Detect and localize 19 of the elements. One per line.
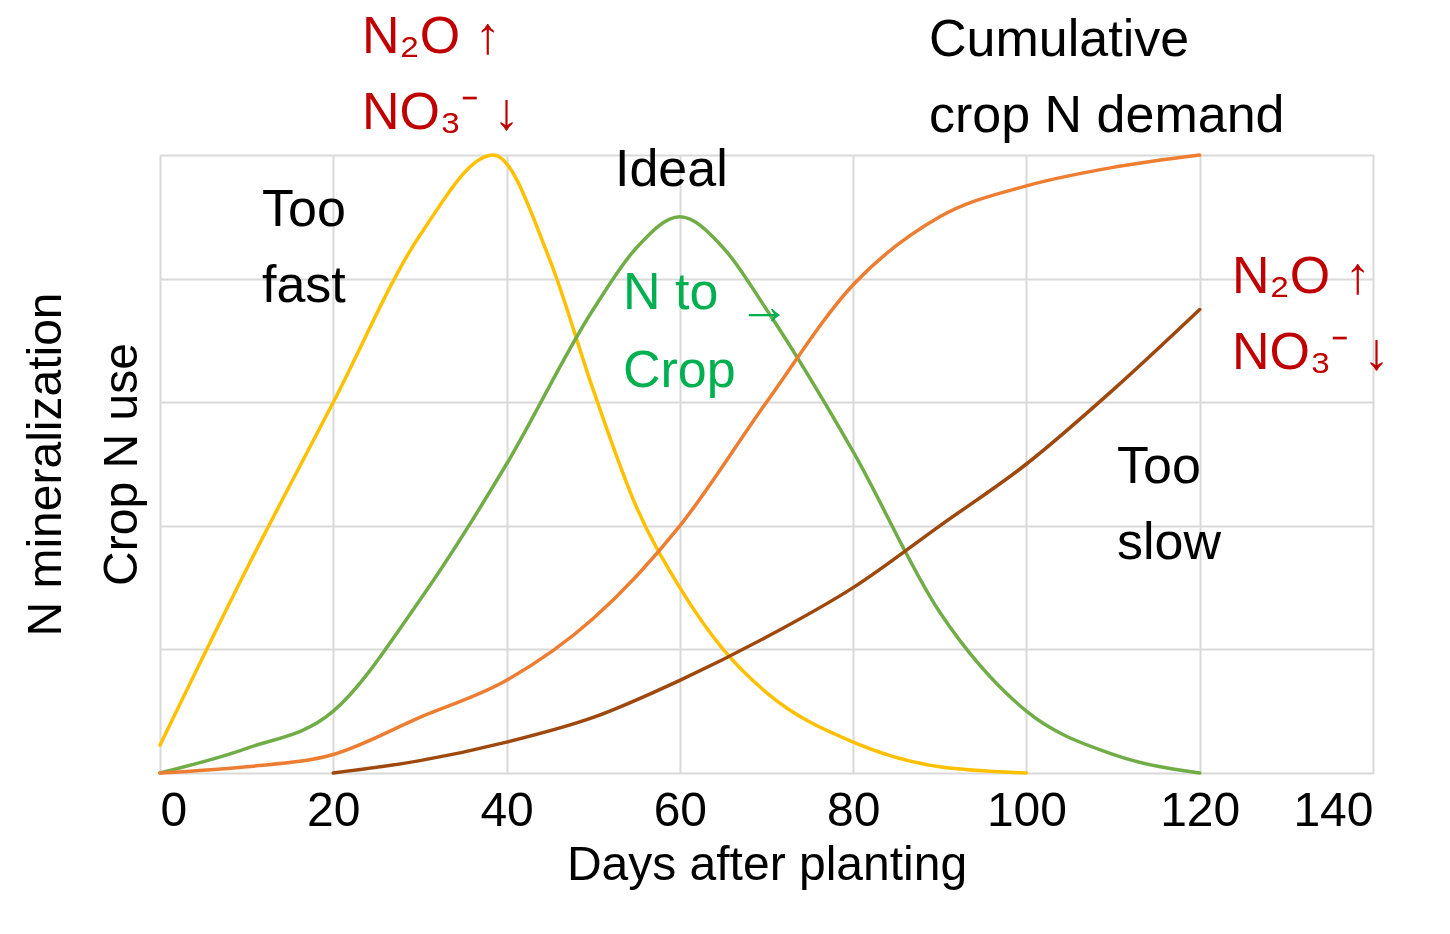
x-tick-label: 80 <box>826 782 881 836</box>
annotation: N to Crop <box>623 262 736 398</box>
series-label: Too fast <box>262 179 347 313</box>
x-tick-label: 0 <box>160 782 188 836</box>
x-tick-label: 20 <box>307 782 361 836</box>
x-tick-label: 40 <box>480 782 534 836</box>
annotation: N₂O ↑ <box>1232 246 1371 304</box>
x-tick-label: 120 <box>1160 782 1241 836</box>
x-tick-label: 100 <box>986 782 1067 836</box>
x-tick-label: 140 <box>1293 782 1374 836</box>
text: N₂O ↑ <box>362 6 501 64</box>
y-axis-title: N mineralization Crop N use <box>17 292 147 637</box>
series-label: Ideal <box>615 139 728 197</box>
series-label: Cumulative crop N demand <box>929 9 1285 143</box>
series-label: Too slow <box>1117 436 1222 570</box>
x-axis-title: Days after planting <box>566 836 968 890</box>
x-tick-label: 60 <box>653 782 708 836</box>
text: NO₃⁻ ↓ <box>362 82 520 140</box>
annotation: NO₃⁻ ↓ <box>1232 322 1390 380</box>
